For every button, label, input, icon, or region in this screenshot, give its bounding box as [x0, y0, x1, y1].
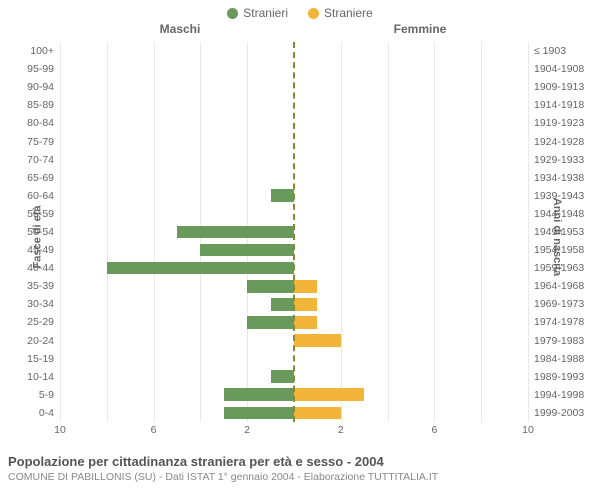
- bar-male: [224, 407, 294, 420]
- age-label: 5-9: [0, 386, 58, 404]
- age-label: 60-64: [0, 187, 58, 205]
- bar-male: [107, 262, 294, 275]
- plot-area: [60, 42, 528, 422]
- x-tick-label: 10: [54, 424, 66, 436]
- birth-label: 1984-1988: [530, 350, 600, 368]
- bar-female: [294, 407, 341, 420]
- age-label: 95-99: [0, 60, 58, 78]
- age-label: 15-19: [0, 350, 58, 368]
- age-label: 65-69: [0, 169, 58, 187]
- bar-male: [200, 244, 294, 257]
- legend-swatch: [308, 8, 319, 19]
- birth-label: 1914-1918: [530, 96, 600, 114]
- bar-male: [247, 280, 294, 293]
- age-label: 80-84: [0, 114, 58, 132]
- bar-male: [271, 189, 294, 202]
- bar-female: [294, 298, 317, 311]
- birth-label: 1979-1983: [530, 332, 600, 350]
- column-headers: Maschi Femmine: [0, 22, 600, 42]
- bar-female: [294, 316, 317, 329]
- legend-item: Straniere: [308, 6, 373, 20]
- chart-footer: Popolazione per cittadinanza straniera p…: [0, 452, 600, 485]
- birth-label: 1989-1993: [530, 368, 600, 386]
- birth-label: 1904-1908: [530, 60, 600, 78]
- age-label: 40-44: [0, 259, 58, 277]
- legend: Stranieri Straniere: [0, 0, 600, 22]
- age-label: 25-29: [0, 313, 58, 331]
- birth-label: 1949-1953: [530, 223, 600, 241]
- birth-label: ≤ 1903: [530, 42, 600, 60]
- age-label: 30-34: [0, 295, 58, 313]
- age-label: 45-49: [0, 241, 58, 259]
- birth-label: 1929-1933: [530, 151, 600, 169]
- birth-label: 1934-1938: [530, 169, 600, 187]
- bar-female: [294, 388, 364, 401]
- birth-label: 1994-1998: [530, 386, 600, 404]
- bar-female: [294, 280, 317, 293]
- x-tick-label: 6: [151, 424, 157, 436]
- x-tick-label: 2: [244, 424, 250, 436]
- birth-label: 1959-1963: [530, 259, 600, 277]
- legend-swatch: [227, 8, 238, 19]
- age-label: 0-4: [0, 404, 58, 422]
- x-tick-label: 10: [522, 424, 534, 436]
- chart-subtitle: COMUNE DI PABILLONIS (SU) - Dati ISTAT 1…: [8, 471, 592, 485]
- birth-label: 1969-1973: [530, 295, 600, 313]
- bar-male: [177, 226, 294, 239]
- birth-label: 1924-1928: [530, 132, 600, 150]
- x-tick-label: 6: [431, 424, 437, 436]
- birth-labels: ≤ 19031904-19081909-19131914-19181919-19…: [530, 42, 600, 422]
- bar-male: [271, 298, 294, 311]
- age-label: 85-89: [0, 96, 58, 114]
- age-label: 70-74: [0, 151, 58, 169]
- legend-item: Stranieri: [227, 6, 288, 20]
- legend-label: Straniere: [324, 6, 373, 20]
- bar-female: [294, 334, 341, 347]
- header-female: Femmine: [300, 22, 600, 42]
- age-label: 50-54: [0, 223, 58, 241]
- chart-title: Popolazione per cittadinanza straniera p…: [8, 454, 592, 471]
- legend-label: Stranieri: [243, 6, 288, 20]
- birth-label: 1974-1978: [530, 313, 600, 331]
- birth-label: 1939-1943: [530, 187, 600, 205]
- bar-male: [271, 370, 294, 383]
- birth-label: 1964-1968: [530, 277, 600, 295]
- birth-label: 1909-1913: [530, 78, 600, 96]
- birth-label: 1999-2003: [530, 404, 600, 422]
- age-label: 20-24: [0, 332, 58, 350]
- header-male: Maschi: [0, 22, 300, 42]
- bar-male: [247, 316, 294, 329]
- age-label: 55-59: [0, 205, 58, 223]
- x-tick-label: 2: [338, 424, 344, 436]
- age-label: 100+: [0, 42, 58, 60]
- x-axis-labels: 10622610: [60, 424, 528, 440]
- age-labels: 100+95-9990-9485-8980-8475-7970-7465-696…: [0, 42, 58, 422]
- birth-label: 1954-1958: [530, 241, 600, 259]
- center-divider: [293, 42, 295, 422]
- birth-label: 1944-1948: [530, 205, 600, 223]
- age-label: 10-14: [0, 368, 58, 386]
- birth-label: 1919-1923: [530, 114, 600, 132]
- age-label: 35-39: [0, 277, 58, 295]
- bar-male: [224, 388, 294, 401]
- age-label: 75-79: [0, 132, 58, 150]
- age-label: 90-94: [0, 78, 58, 96]
- grid-line: [528, 42, 529, 422]
- pyramid-chart: Maschi Femmine Fasce di età Anni di nasc…: [0, 22, 600, 452]
